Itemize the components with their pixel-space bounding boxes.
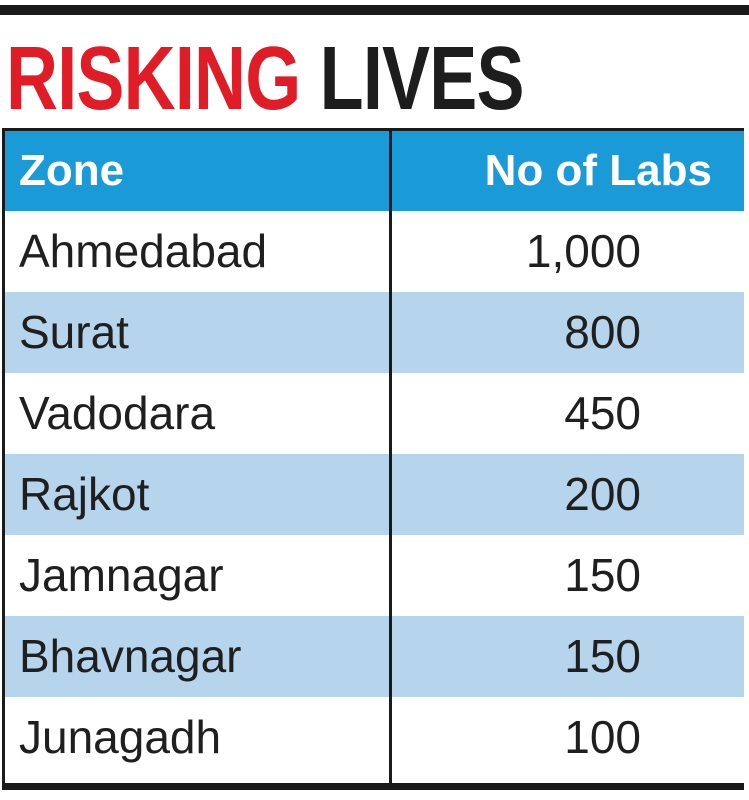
headline-dark: LIVES [319, 29, 525, 129]
column-divider [389, 131, 392, 783]
cell-zone: Junagadh [19, 711, 222, 763]
headline-red: RISKING [6, 29, 301, 129]
table-row: Jamnagar 150 [5, 535, 744, 616]
cell-zone: Surat [19, 306, 129, 358]
table-row: Junagadh 100 [5, 697, 744, 778]
table-row: Ahmedabad 1,000 [5, 211, 744, 292]
cell-labs: 150 [564, 549, 641, 601]
cell-labs: 450 [564, 387, 641, 439]
column-header-labs: No of Labs [484, 146, 712, 195]
cell-labs: 100 [564, 711, 641, 763]
cell-zone: Ahmedabad [19, 225, 268, 277]
top-rule [0, 5, 749, 15]
data-table: Zone No of Labs Ahmedabad 1,000 Surat 800 Va… [2, 128, 744, 790]
table-row: Surat 800 [5, 292, 744, 373]
column-header-zone: Zone [19, 146, 125, 195]
table-body: Ahmedabad 1,000 Surat 800 Vadodara 450 Rajkot 2… [5, 211, 744, 778]
cell-labs: 800 [564, 306, 641, 358]
cell-labs: 200 [564, 468, 641, 520]
cell-labs: 150 [564, 630, 641, 682]
cell-zone: Vadodara [19, 387, 216, 439]
table-header: Zone No of Labs [5, 131, 744, 211]
table-row: Vadodara 450 [5, 373, 744, 454]
cell-labs: 1,000 [525, 225, 641, 277]
headline: RISKING LIVES [6, 34, 525, 124]
cell-zone: Rajkot [19, 468, 150, 520]
cell-zone: Jamnagar [19, 549, 224, 601]
table-row: Bhavnagar 150 [5, 616, 744, 697]
table-row: Rajkot 200 [5, 454, 744, 535]
cell-zone: Bhavnagar [19, 630, 242, 682]
